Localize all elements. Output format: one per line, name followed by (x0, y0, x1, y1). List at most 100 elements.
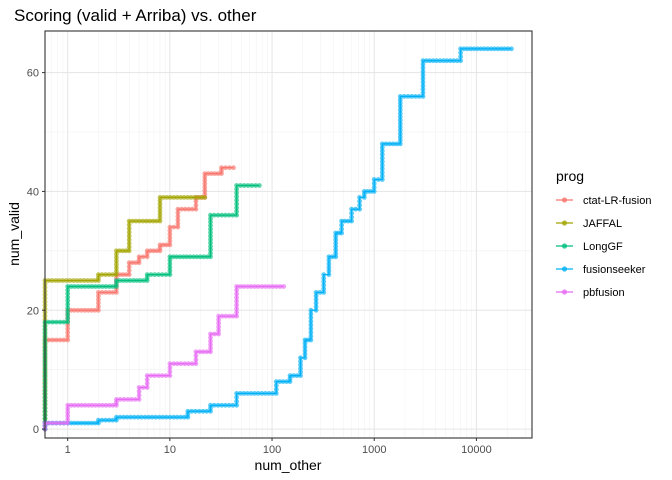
data-point (245, 183, 251, 188)
data-point (46, 278, 51, 283)
data-point (193, 357, 199, 363)
data-point (302, 348, 308, 354)
data-point (333, 254, 339, 260)
data-point (215, 212, 221, 218)
data-point (313, 293, 319, 299)
data-point (157, 201, 163, 207)
data-point (263, 391, 268, 396)
data-point (248, 391, 254, 396)
data-point (349, 210, 354, 216)
data-point (85, 278, 91, 283)
data-point (420, 83, 426, 89)
data-point (65, 420, 71, 426)
data-point (67, 278, 73, 283)
data-point (208, 223, 213, 229)
data-point (252, 284, 258, 289)
data-point (273, 383, 279, 388)
data-point (167, 224, 173, 230)
data-point (136, 397, 142, 402)
data-point (126, 229, 132, 235)
data-point (167, 195, 173, 200)
data-point (379, 148, 385, 154)
data-point (208, 335, 213, 340)
data-point (72, 420, 77, 426)
data-point (78, 420, 84, 426)
data-point (208, 240, 213, 246)
data-point (157, 242, 163, 248)
x-axis: 1 10 100 1000 10000 (65, 438, 492, 456)
legend-item: pbfusion (556, 287, 625, 299)
data-point (333, 240, 339, 246)
data-point (157, 208, 163, 214)
legend-label: LongGF (583, 241, 623, 253)
data-point (211, 402, 217, 408)
data-point (234, 295, 240, 300)
legend-item: ctat-LR-fusion (556, 195, 651, 207)
data-point (159, 373, 165, 378)
data-point (171, 414, 177, 420)
data-point (124, 278, 130, 283)
data-point (420, 76, 426, 81)
data-point (216, 328, 222, 333)
data-point (277, 379, 283, 384)
data-point (379, 170, 385, 175)
legend-label: ctat-LR-fusion (583, 195, 651, 207)
data-point (202, 178, 208, 183)
data-point (72, 402, 77, 408)
data-point (86, 402, 91, 408)
data-point (416, 94, 422, 99)
data-point (193, 202, 199, 208)
data-point (164, 414, 169, 420)
data-point (357, 206, 362, 212)
data-point (241, 391, 247, 396)
data-point (126, 241, 132, 246)
data-point (216, 331, 222, 337)
legend-item: fusionseeker (556, 264, 646, 276)
x-tick-label: 100 (263, 444, 281, 456)
data-point (103, 402, 109, 408)
data-point (125, 397, 131, 402)
data-point (68, 402, 74, 408)
data-point (82, 420, 88, 426)
data-point (121, 414, 126, 420)
data-point (82, 284, 88, 289)
data-point (234, 194, 240, 200)
legend-key-point (561, 197, 568, 203)
data-point (208, 349, 213, 355)
data-point (92, 307, 98, 313)
data-point (308, 322, 314, 328)
data-point (189, 206, 195, 212)
data-point (99, 417, 105, 423)
data-point (371, 185, 377, 190)
data-point (49, 278, 55, 283)
data-point (96, 300, 101, 306)
data-point (107, 284, 112, 289)
data-point (65, 410, 71, 415)
data-point (96, 307, 101, 313)
data-point (85, 307, 91, 313)
data-point (186, 361, 191, 367)
data-point (174, 254, 180, 260)
data-point (357, 195, 362, 200)
data-point (93, 284, 98, 289)
data-point (126, 268, 132, 273)
data-point (368, 189, 374, 194)
data-point (308, 330, 314, 335)
data-point (397, 131, 403, 137)
data-point (277, 284, 283, 289)
data-point (420, 65, 426, 71)
data-point (444, 58, 450, 64)
data-point (156, 414, 162, 420)
data-point (321, 279, 327, 285)
data-point (485, 46, 491, 52)
data-point (471, 46, 477, 52)
data-point (96, 304, 101, 310)
data-point (409, 94, 414, 99)
data-point (234, 402, 240, 408)
data-point (53, 420, 59, 426)
x-tick-label: 1 (65, 444, 71, 456)
data-point (65, 413, 71, 419)
data-point (248, 284, 254, 289)
data-point (321, 272, 327, 277)
